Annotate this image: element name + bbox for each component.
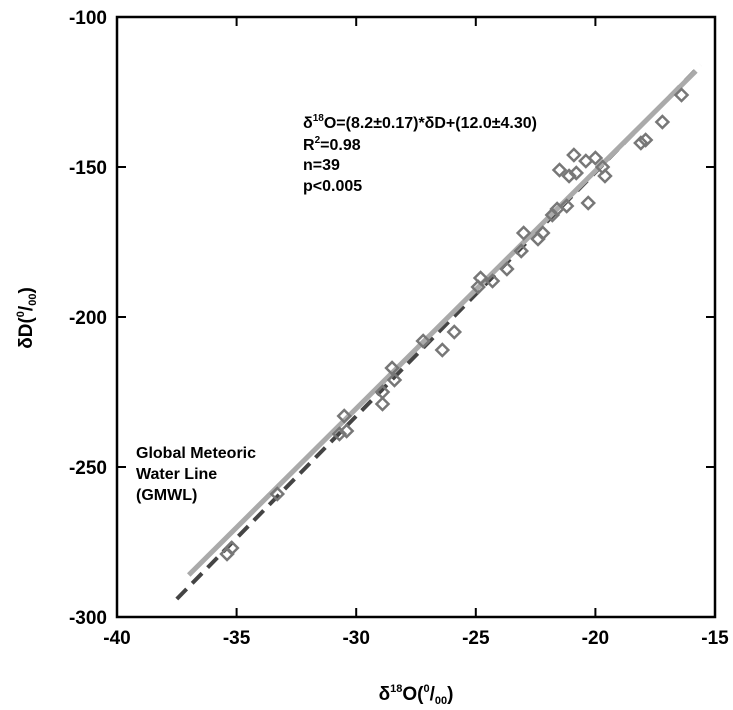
data-point	[597, 168, 613, 184]
data-points	[219, 87, 690, 562]
gmwl-label-line2: Water Line	[136, 466, 217, 483]
data-point	[434, 342, 451, 358]
y-tick-label: -150	[69, 158, 107, 179]
data-point	[637, 132, 654, 148]
data-point	[374, 396, 391, 412]
y-tick-label: -100	[69, 8, 107, 29]
data-point	[558, 198, 575, 214]
data-point	[224, 540, 240, 556]
gmwl-label-line1: Global Meteoric	[136, 445, 256, 462]
data-point	[654, 114, 671, 130]
data-point	[566, 147, 582, 163]
p-value-text: p<0.005	[303, 178, 362, 195]
data-point	[331, 426, 348, 442]
data-point	[446, 324, 463, 340]
data-point	[472, 270, 489, 286]
y-tick-label: -200	[69, 308, 107, 329]
x-tick-label: -15	[701, 628, 729, 649]
x-tick-label: -25	[462, 628, 490, 649]
data-point	[580, 195, 596, 211]
data-point	[568, 165, 585, 181]
data-point	[515, 225, 532, 241]
fit-line	[186, 69, 698, 577]
data-point	[499, 261, 515, 277]
data-point	[513, 243, 530, 259]
y-tick-label: -300	[69, 608, 107, 629]
data-point	[633, 135, 649, 151]
data-point	[484, 273, 501, 289]
regression-lines	[175, 63, 703, 601]
data-point	[338, 423, 355, 439]
x-tick-label: -20	[582, 628, 609, 649]
data-point	[673, 87, 690, 103]
r-squared-text: R2=0.98	[303, 135, 361, 154]
equation-text: δ18O=(8.2±0.17)*δD+(12.0±4.30)	[303, 113, 537, 132]
data-point	[374, 384, 391, 400]
y-tick-label: -250	[69, 458, 107, 479]
data-point	[415, 333, 431, 349]
data-point	[551, 162, 568, 178]
x-tick-label: -30	[342, 628, 369, 649]
data-point	[587, 150, 604, 166]
data-point	[561, 168, 577, 184]
axis-ticks: -40 -35 -30 -25 -20 -15 -100 -150 -200 -250 -300	[69, 8, 729, 649]
plot-frame	[115, 15, 717, 619]
data-point	[386, 372, 403, 388]
data-point	[535, 225, 551, 241]
x-tick-label: -40	[103, 628, 130, 649]
data-point	[336, 408, 353, 424]
data-point	[269, 486, 286, 502]
y-axis-label: δD(0/00)	[15, 287, 39, 349]
gmwl-label-line3: (GMWL)	[136, 487, 197, 504]
x-tick-label: -35	[223, 628, 251, 649]
n-text: n=39	[303, 157, 340, 174]
x-axis-label: δ18O(0/00)	[379, 683, 454, 707]
data-point	[384, 360, 400, 376]
data-point	[470, 279, 486, 295]
